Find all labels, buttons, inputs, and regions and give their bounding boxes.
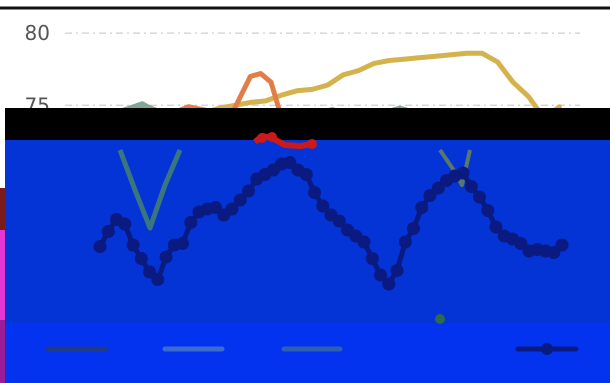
blue-series-point	[547, 246, 561, 259]
blue-series-point	[134, 252, 148, 265]
blue-series-point	[176, 237, 189, 250]
ghost-lines	[117, 132, 472, 324]
blue-series-point	[398, 235, 412, 249]
ghost-marker	[307, 139, 317, 149]
blue-series-point	[233, 193, 247, 207]
ghost-marker	[257, 133, 267, 143]
blue-series-point	[126, 238, 140, 252]
blue-series-point	[357, 235, 371, 249]
blue-series-point	[316, 199, 330, 213]
blue-series-point	[242, 184, 255, 198]
blue-series-point	[374, 268, 387, 282]
blue-series-point	[390, 264, 404, 277]
blue-series-point	[423, 189, 437, 202]
blue-panel	[5, 140, 610, 323]
blue-series-point	[431, 181, 445, 195]
blue-series-point	[365, 252, 379, 265]
blue-series-point	[159, 250, 173, 264]
left-edge-strip-mid	[0, 230, 5, 320]
blue-series-point	[407, 222, 420, 235]
blue-series-point	[225, 202, 239, 216]
y-tick-label: 80	[25, 21, 50, 45]
blue-series-point	[332, 214, 346, 228]
blue-series-point	[308, 186, 321, 199]
blue-series-point	[415, 201, 429, 214]
blue-series-point	[143, 265, 156, 279]
blue-series-point	[382, 277, 396, 291]
legend-marker	[541, 343, 553, 355]
blue-series-point	[464, 180, 478, 193]
blue-series-point	[481, 204, 495, 217]
blue-series-point	[473, 190, 486, 204]
blue-series-point	[101, 225, 115, 238]
blue-series-point	[283, 156, 297, 169]
blue-series-point	[93, 240, 107, 253]
ghost-marker	[267, 132, 277, 142]
blue-series-point	[184, 216, 198, 229]
blue-band-series	[93, 156, 569, 291]
blue-panel-lower	[5, 323, 610, 383]
blue-series-point	[209, 201, 222, 214]
blue-series-point	[555, 238, 569, 252]
ghost-line-green	[117, 149, 183, 231]
blue-series-point	[489, 220, 503, 234]
blue-series-point	[299, 168, 313, 181]
blue-series-point	[514, 237, 528, 250]
gridlines	[65, 32, 580, 106]
left-edge-strip-low	[0, 320, 5, 383]
blue-series-point	[118, 217, 132, 231]
ghost-marker	[435, 314, 445, 324]
blue-series-point	[456, 166, 470, 180]
legend	[45, 343, 579, 355]
left-edge-strip-top	[0, 188, 5, 230]
blue-series-point	[151, 273, 165, 286]
